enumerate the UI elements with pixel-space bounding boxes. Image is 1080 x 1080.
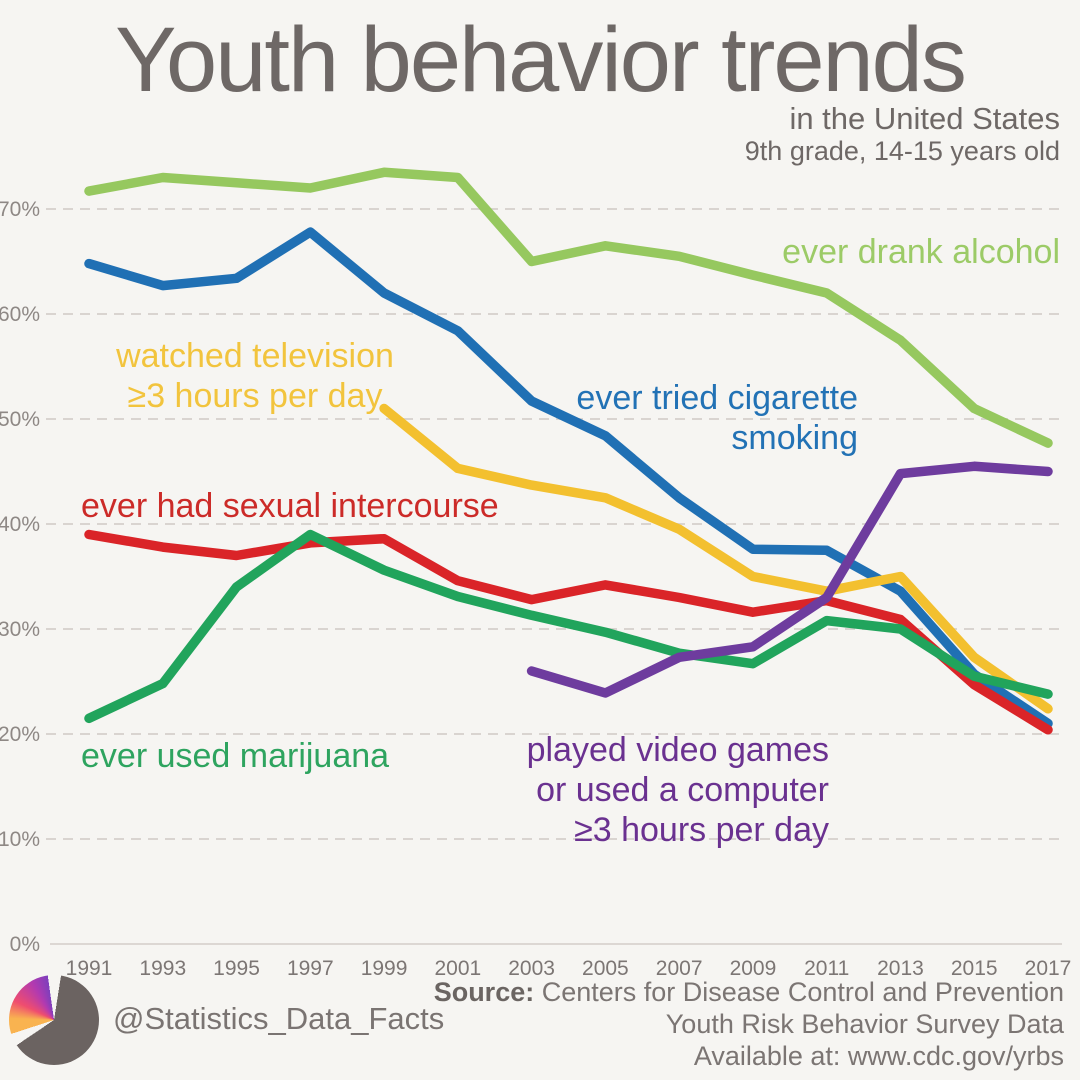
y-tick-label: 70% xyxy=(0,198,40,221)
line-watched-television-3-hours-per-day xyxy=(379,403,1053,714)
x-tick-label: 2015 xyxy=(951,957,998,980)
label-ever-drank-alcohol: ever drank alcohol xyxy=(782,233,1060,271)
source-label: Source: xyxy=(433,977,535,1007)
x-tick-label: 1991 xyxy=(66,957,113,980)
x-tick-label: 1995 xyxy=(213,957,260,980)
label-played-video-games: played video games or used a computer ≥3… xyxy=(526,731,829,849)
y-tick-label: 0% xyxy=(10,933,40,956)
x-tick-label: 2017 xyxy=(1025,957,1072,980)
label-ever-had-sexual-intercourse: ever had sexual intercourse xyxy=(81,487,499,525)
line-ever-drank-alcohol xyxy=(84,167,1053,448)
x-tick-label: 1997 xyxy=(287,957,334,980)
x-tick-label: 1993 xyxy=(139,957,186,980)
subtitle-detail: 9th grade, 14-15 years old xyxy=(744,136,1060,166)
y-tick-label: 50% xyxy=(0,408,40,431)
y-tick-label: 30% xyxy=(0,618,40,641)
x-tick-label: 2013 xyxy=(877,957,924,980)
y-tick-label: 40% xyxy=(0,513,40,536)
label-watched-television: watched television ≥3 hours per day xyxy=(116,337,394,415)
x-tick-label: 2007 xyxy=(656,957,703,980)
x-tick-label: 1999 xyxy=(361,957,408,980)
source-line: Youth Risk Behavior Survey Data xyxy=(665,1009,1064,1039)
label-ever-tried-cigarette-smoking: ever tried cigarette smoking xyxy=(576,379,858,457)
page-title: Youth behavior trends xyxy=(115,9,967,111)
y-tick-label: 60% xyxy=(0,303,40,326)
source-line: Source: Centers for Disease Control and … xyxy=(433,977,1064,1007)
y-tick-label: 10% xyxy=(0,828,40,851)
x-tick-label: 2001 xyxy=(434,957,481,980)
line-played-video-games-or-used-a-computer-3-hours-per-day xyxy=(526,461,1053,698)
line-ever-had-sexual-intercourse xyxy=(84,529,1053,735)
subtitle-block: in the United States 9th grade, 14-15 ye… xyxy=(745,102,1060,167)
source-block: Source: Centers for Disease Control and … xyxy=(434,976,1064,1072)
x-tick-label: 2009 xyxy=(730,957,777,980)
source-line: Available at: www.cdc.gov/yrbs xyxy=(693,1041,1064,1071)
x-tick-label: 2011 xyxy=(804,957,849,980)
subtitle: in the United States xyxy=(789,101,1060,136)
pie-chart-logo xyxy=(9,975,99,1065)
line-ever-used-marijuana xyxy=(84,529,1053,724)
line-ever-tried-cigarette-smoking xyxy=(84,227,1053,729)
account-handle: @Statistics_Data_Facts xyxy=(113,1001,445,1036)
x-tick-label: 2005 xyxy=(582,957,629,980)
label-ever-used-marijuana: ever used marijuana xyxy=(81,737,390,775)
y-tick-label: 20% xyxy=(0,723,40,746)
x-tick-label: 2003 xyxy=(508,957,555,980)
